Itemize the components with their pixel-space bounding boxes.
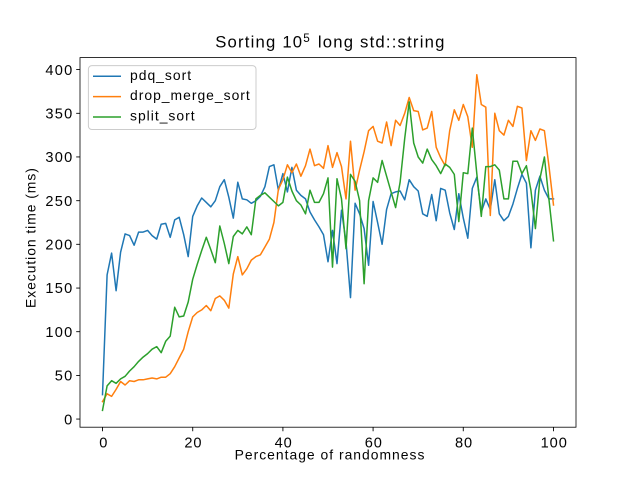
svg-text:pdq_sort: pdq_sort	[130, 67, 192, 83]
svg-text:0: 0	[64, 412, 73, 428]
svg-text:drop_merge_sort: drop_merge_sort	[130, 87, 251, 103]
svg-text:split_sort: split_sort	[130, 108, 196, 124]
svg-text:400: 400	[45, 63, 73, 79]
svg-text:80: 80	[455, 435, 473, 451]
svg-text:100: 100	[541, 435, 568, 451]
svg-text:Sorting 105 long std::string: Sorting 105 long std::string	[215, 32, 445, 51]
svg-text:100: 100	[45, 325, 73, 341]
svg-text:250: 250	[45, 194, 73, 210]
svg-text:200: 200	[45, 238, 73, 254]
svg-text:50: 50	[55, 369, 74, 385]
svg-text:Percentage of randomness: Percentage of randomness	[235, 446, 426, 462]
svg-text:Execution time (ms): Execution time (ms)	[22, 167, 38, 308]
svg-text:40: 40	[275, 435, 293, 451]
svg-text:60: 60	[365, 435, 383, 451]
svg-text:150: 150	[45, 281, 73, 297]
svg-text:0: 0	[99, 435, 108, 451]
svg-text:300: 300	[45, 150, 73, 166]
svg-text:350: 350	[45, 107, 73, 123]
svg-text:20: 20	[184, 435, 202, 451]
